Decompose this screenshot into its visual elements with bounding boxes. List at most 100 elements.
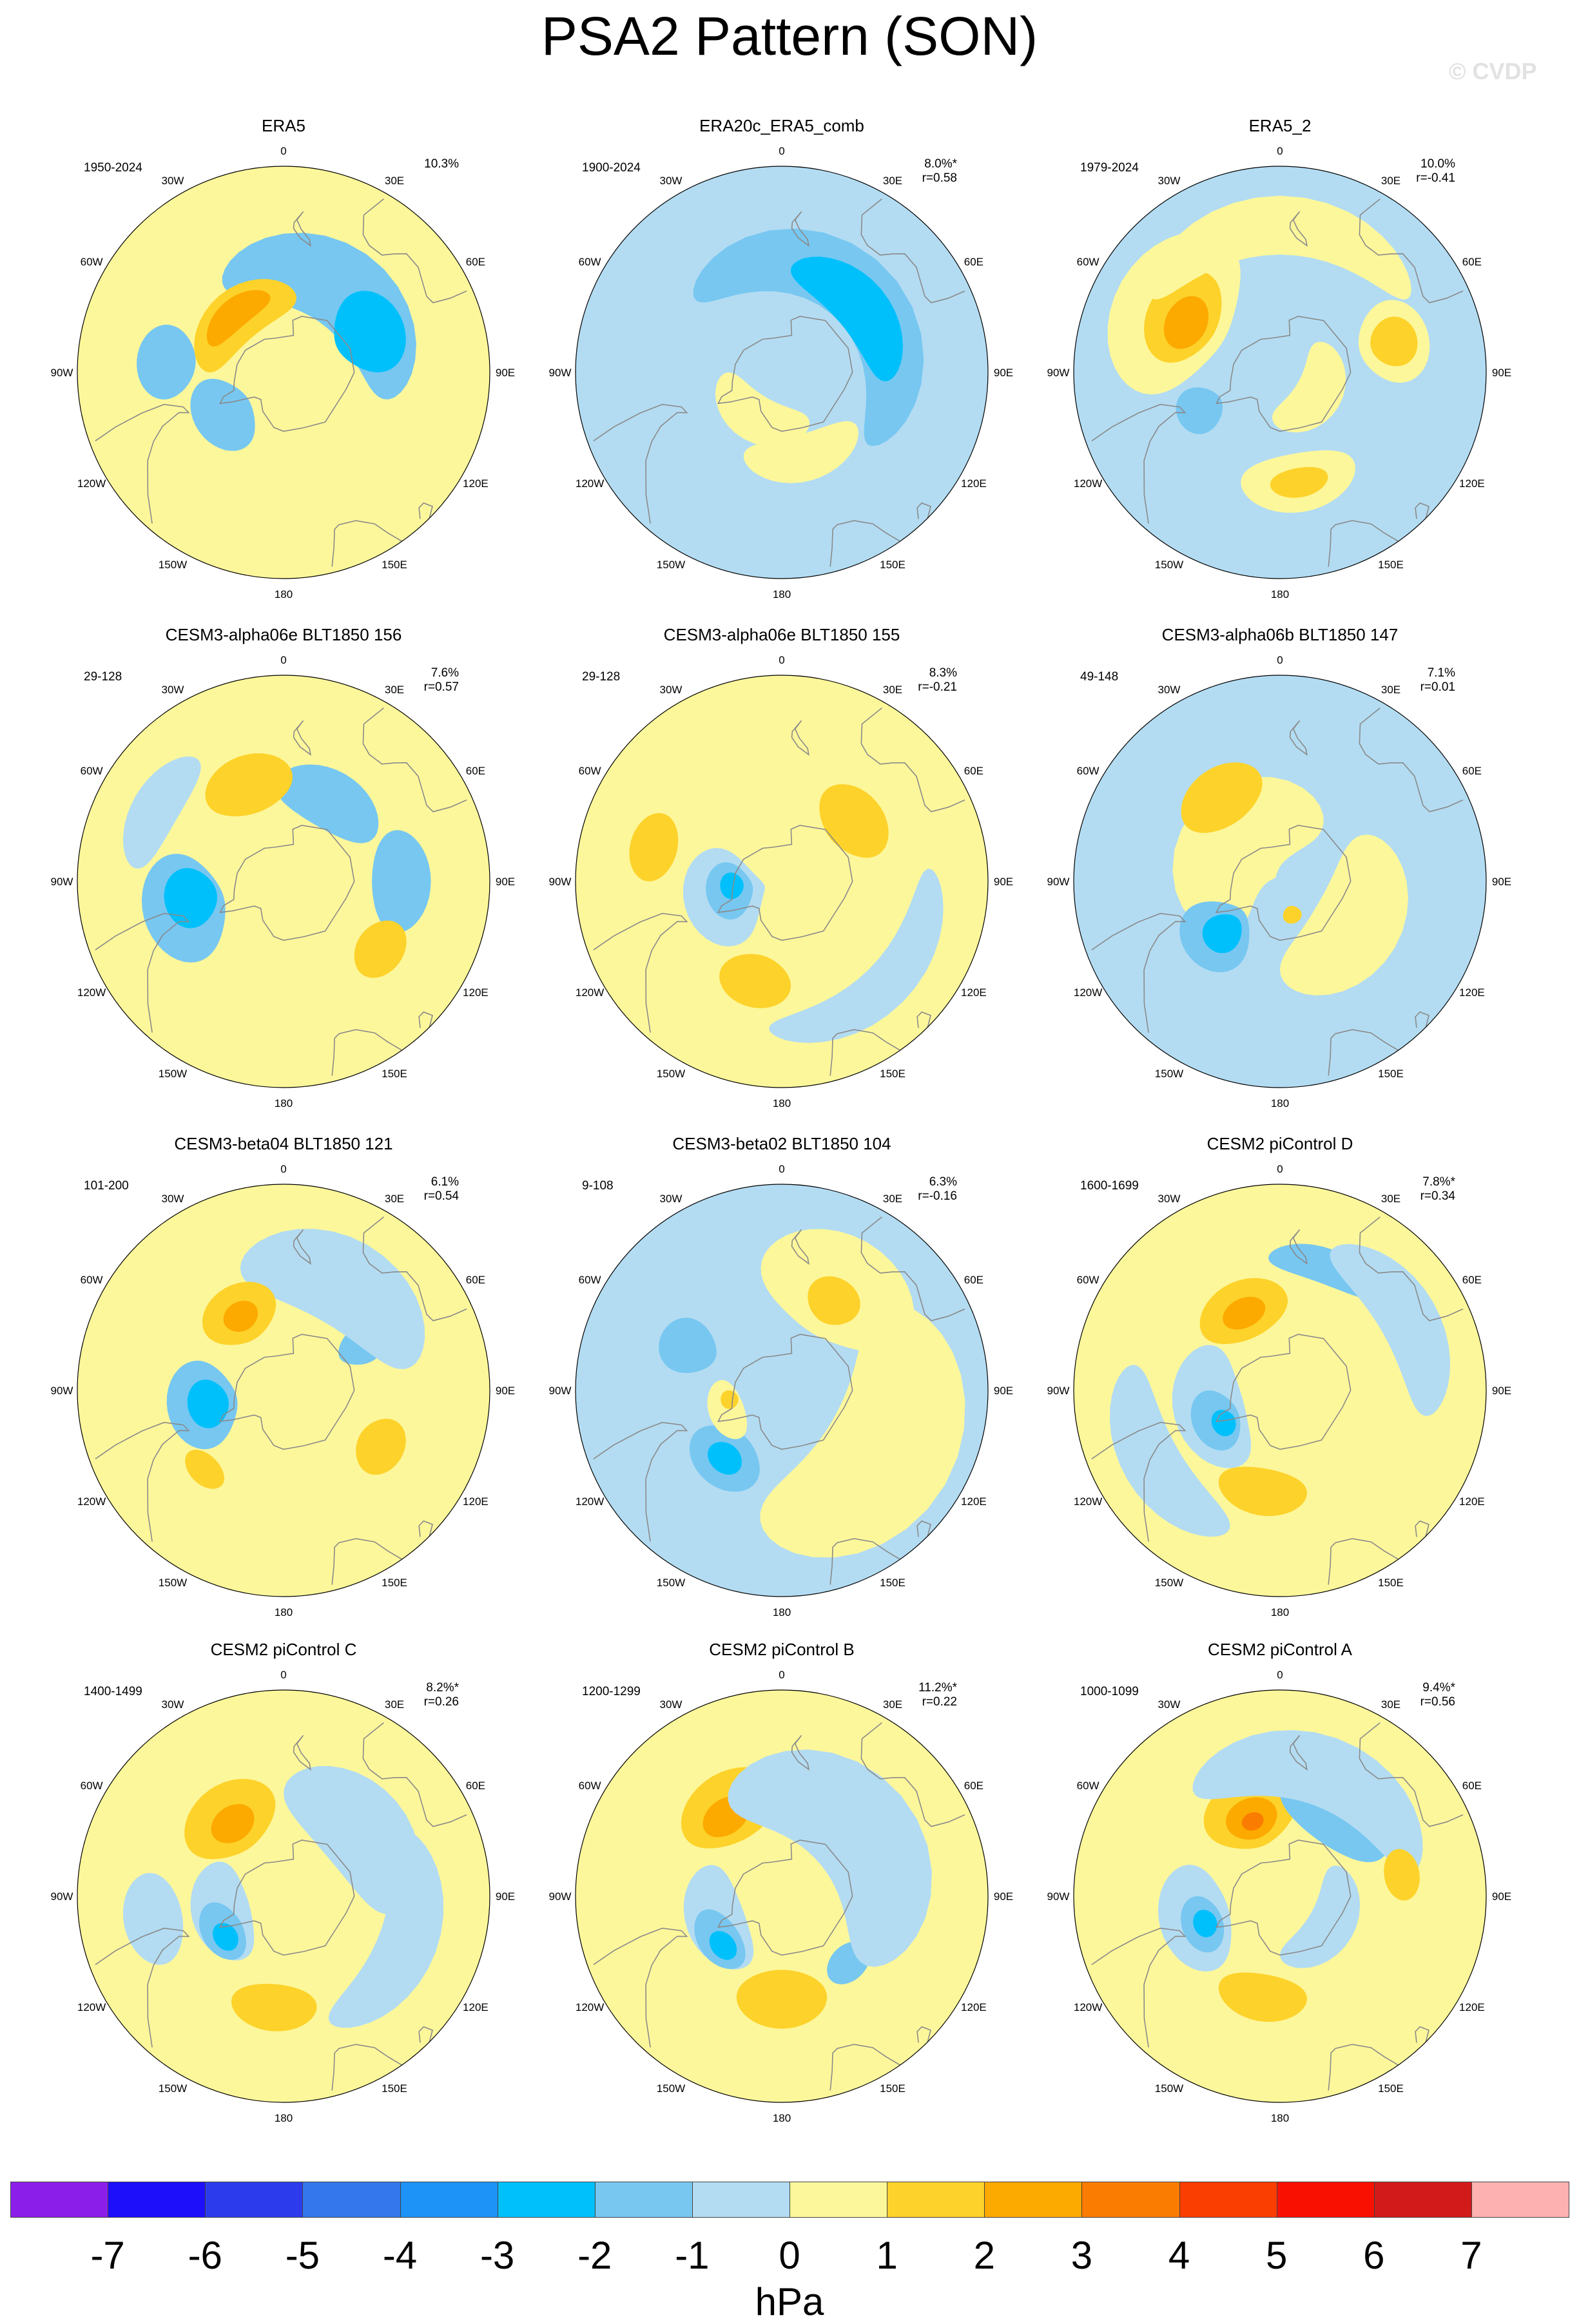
longitude-label: 60W [579, 765, 601, 777]
coastline [218, 1334, 355, 1450]
anomaly-contour [790, 256, 903, 381]
anomaly-contour [1192, 1730, 1423, 1874]
panel-stats: 10.0% r=-0.41 [1416, 157, 1455, 186]
anomaly-contour [1202, 914, 1242, 954]
colorbar-tick: 6 [1363, 2234, 1385, 2277]
colorbar-tick: -2 [577, 2234, 612, 2277]
coastline [418, 2026, 433, 2043]
longitude-label: 90E [994, 1385, 1013, 1397]
longitude-label: 60W [1077, 765, 1099, 777]
map-border [575, 675, 989, 1088]
panel-title: ERA5 [262, 116, 305, 135]
coastline [791, 1734, 809, 1771]
panel-correlation: r=0.26 [423, 1695, 459, 1709]
panel-percent: 6.1% [431, 1175, 459, 1189]
longitude-label: 180 [773, 1097, 791, 1109]
panel-correlation: r=-0.16 [918, 1189, 957, 1203]
longitude-label: 150E [382, 2082, 407, 2095]
longitude-label: 60W [579, 1274, 601, 1286]
coastline [593, 912, 688, 1033]
coastline [293, 1734, 311, 1771]
longitude-label: 180 [1271, 1097, 1289, 1109]
panel-percent: 8.2%* [426, 1681, 459, 1695]
longitude-label: 90W [549, 367, 572, 379]
colorbar-tick: 2 [973, 2234, 995, 2277]
panel-title: CESM2 piControl B [709, 1640, 855, 1659]
longitude-label: 0 [779, 145, 784, 157]
coastline [1091, 403, 1187, 524]
longitude-label: 60E [1462, 1274, 1482, 1286]
longitude-label: 180 [773, 1606, 791, 1618]
coastline [860, 707, 965, 812]
panel-stats: 10.3% [424, 157, 459, 171]
polar-map: 0 30E 60E 90E 120E 150E 180 150W 120W 90W 60W 30W [549, 1669, 1014, 2124]
map-border [1073, 1184, 1487, 1597]
longitude-label: 0 [779, 1163, 784, 1175]
anomaly-contour [743, 421, 858, 483]
coastline [1215, 825, 1351, 941]
panel-stats: 6.3% r=-0.16 [918, 1175, 957, 1204]
longitude-label: 0 [779, 1669, 784, 1681]
anomaly-contour [243, 448, 324, 520]
map-panel: ERA20c_ERA5_comb 1900-2024 8.0%* r=0.58 0 30E… [530, 116, 1033, 625]
anomaly-contour [137, 324, 196, 399]
longitude-label: 150W [1155, 559, 1183, 571]
longitude-label: 150W [657, 2082, 685, 2095]
anomaly-contour [1176, 387, 1223, 434]
anomaly-contour [720, 872, 744, 899]
longitude-label: 60E [1462, 765, 1482, 777]
anomaly-contour [769, 869, 944, 1043]
anomaly-contour [1109, 1365, 1230, 1537]
figure-title: PSA2 Pattern (SON) [541, 6, 1038, 66]
coastline [1091, 1421, 1187, 1542]
map-panel: CESM2 piControl A 1000-1099 9.4%* r=0.56 0 30… [1029, 1640, 1531, 2149]
watermark: © CVDP [1449, 58, 1537, 84]
longitude-label: 120W [1074, 986, 1102, 999]
polar-map: 0 30E 60E 90E 120E 150E 180 150W 120W 90W 60W 30W [1047, 145, 1512, 600]
colorbar-swatch [984, 2182, 1083, 2218]
coastline [218, 1839, 355, 1956]
polar-map: 0 30E 60E 90E 120E 150E 180 150W 120W 90W 60W 30W [549, 1163, 1014, 1618]
colorbar-swatch [1373, 2182, 1472, 2218]
longitude-label: 180 [275, 1097, 293, 1109]
coastline [791, 1229, 809, 1265]
polar-map: 0 30E 60E 90E 120E 150E 180 150W 120W 90W 60W 30W [51, 1163, 516, 1618]
longitude-label: 120E [1459, 1495, 1485, 1508]
polar-map: 0 30E 60E 90E 120E 150E 180 150W 120W 90W 60W 30W [1047, 654, 1512, 1109]
longitude-label: 60E [466, 256, 485, 268]
longitude-label: 0 [779, 654, 784, 666]
colorbar-tick: -7 [90, 2234, 125, 2277]
anomaly-contour [356, 1418, 406, 1475]
polar-map: 0 30E 60E 90E 120E 150E 180 150W 120W 90W 60W 30W [51, 654, 516, 1109]
panel-years: 1600-1699 [1080, 1179, 1139, 1193]
coastline [362, 1722, 467, 1827]
panel-percent: 7.8%* [1422, 1175, 1455, 1189]
colorbar-swatch [497, 2182, 596, 2218]
coastline [717, 1334, 853, 1450]
anomaly-contour [707, 1379, 748, 1439]
coastline [916, 502, 931, 519]
coastline [362, 1216, 467, 1321]
longitude-label: 120E [463, 1495, 489, 1508]
map-background [576, 166, 988, 579]
longitude-label: 90E [994, 367, 1013, 379]
coastline [791, 720, 809, 756]
coastline [1091, 912, 1187, 1033]
map-background [1074, 675, 1486, 1088]
map-background [77, 166, 490, 579]
colorbar-tick: 5 [1265, 2234, 1288, 2277]
longitude-label: 60W [1077, 1780, 1099, 1792]
colorbar-tick: -1 [675, 2234, 710, 2277]
longitude-label: 120E [463, 2001, 489, 2013]
longitude-label: 150W [1155, 2082, 1183, 2095]
anomaly-contour [1283, 906, 1302, 924]
longitude-label: 90W [549, 1385, 572, 1397]
anomaly-contour [354, 920, 407, 978]
longitude-label: 120E [961, 477, 987, 490]
anomaly-contour [1270, 466, 1328, 498]
map-border [575, 166, 989, 579]
longitude-label: 150W [657, 559, 685, 571]
longitude-label: 90W [51, 876, 73, 888]
panel-years: 49-148 [1080, 670, 1119, 684]
panel-correlation: r=0.22 [922, 1695, 957, 1709]
